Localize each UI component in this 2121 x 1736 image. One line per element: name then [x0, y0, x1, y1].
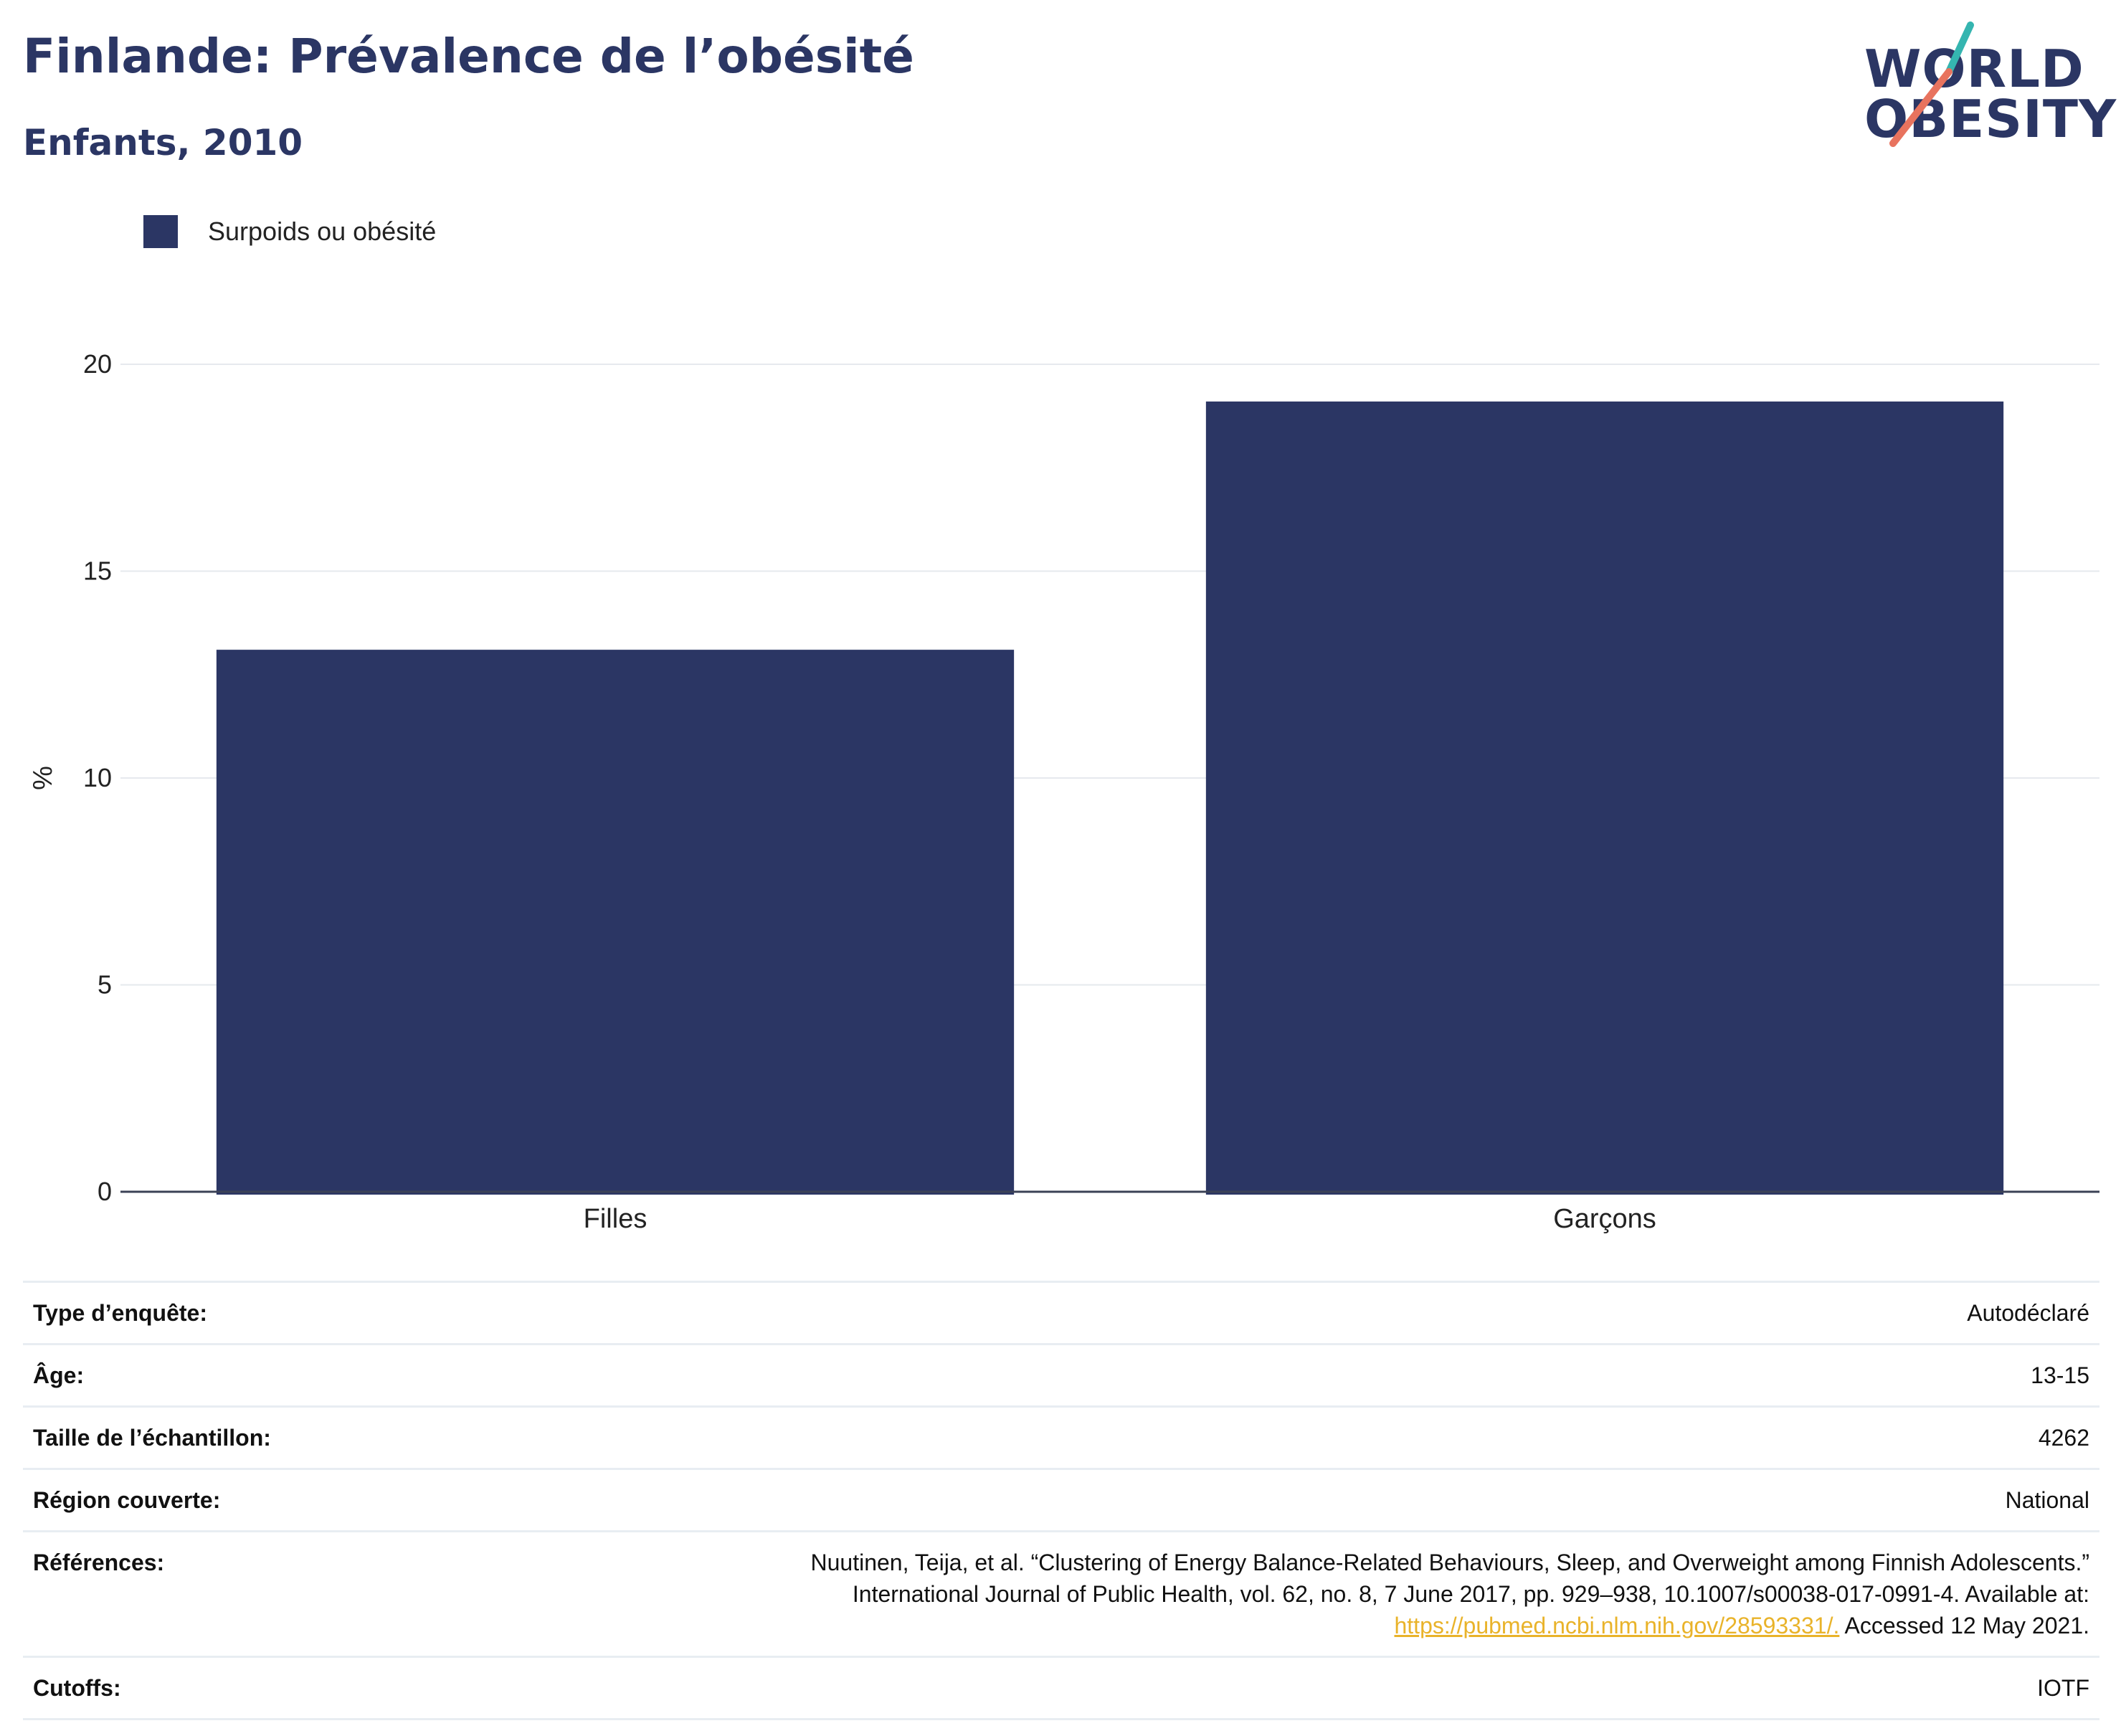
table-row: Région couverte: National [23, 1469, 2099, 1532]
bar-chart: 0 5 10 15 20% Filles Garçons [28, 349, 2099, 1234]
table-row: Âge: 13-15 [23, 1344, 2099, 1407]
bar [1205, 401, 2004, 1195]
logo-word-world: WORLD [1864, 39, 2084, 99]
sample-size-label: Taille de l’échantillon: [33, 1425, 271, 1451]
bar [216, 650, 1015, 1195]
legend-label: Surpoids ou obésité [208, 217, 437, 246]
cutoffs-label: Cutoffs: [33, 1675, 121, 1701]
y-tick-label: 5 [98, 970, 112, 1000]
y-tick-label: 0 [98, 1177, 112, 1206]
world-obesity-logo: WORLD OBESITY [1864, 22, 2116, 151]
reference-line-2: International Journal of Public Health, … [852, 1581, 2089, 1607]
legend-swatch [143, 215, 178, 248]
y-axis-label: % [28, 766, 58, 790]
reference-accessed: Accessed 12 May 2021. [1839, 1613, 2089, 1638]
cutoffs-value: IOTF [2037, 1675, 2089, 1701]
chart-legend: Surpoids ou obésité [143, 215, 436, 248]
references-value: Nuutinen, Teija, et al. “Clustering of E… [473, 1532, 2099, 1657]
x-tick-label: Filles [584, 1204, 647, 1234]
table-row: Cutoffs: IOTF [23, 1656, 2099, 1720]
y-tick-label: 15 [83, 556, 112, 586]
y-tick-label: 20 [83, 349, 112, 379]
table-row: Taille de l’échantillon: 4262 [23, 1406, 2099, 1469]
region-label: Région couverte: [33, 1487, 221, 1513]
age-label: Âge: [33, 1362, 85, 1388]
y-tick-label: 10 [83, 763, 112, 792]
references-label: Références: [33, 1550, 165, 1575]
survey-info-table: Type d’enquête: Autodéclaré Âge: 13-15 T… [23, 1281, 2099, 1720]
chart-subtitle: Enfants, 2010 [23, 122, 303, 163]
reference-link[interactable]: https://pubmed.ncbi.nlm.nih.gov/28593331… [1394, 1613, 1840, 1638]
region-value: National [2005, 1487, 2089, 1513]
age-value: 13-15 [2031, 1362, 2089, 1388]
table-row: Références: Nuutinen, Teija, et al. “Clu… [23, 1531, 2099, 1657]
logo-slash-icon [1889, 22, 1974, 147]
chart-title: Finlande: Prévalence de l’obésité [23, 29, 914, 84]
x-tick-label: Garçons [1553, 1204, 1656, 1234]
reference-line-1: Nuutinen, Teija, et al. “Clustering of E… [810, 1550, 2089, 1575]
sample-size-value: 4262 [2038, 1425, 2089, 1451]
survey-type-value: Autodéclaré [1967, 1300, 2089, 1326]
survey-type-label: Type d’enquête: [33, 1300, 207, 1326]
table-row: Type d’enquête: Autodéclaré [23, 1281, 2099, 1344]
logo-word-obesity: OBESITY [1864, 89, 2117, 149]
